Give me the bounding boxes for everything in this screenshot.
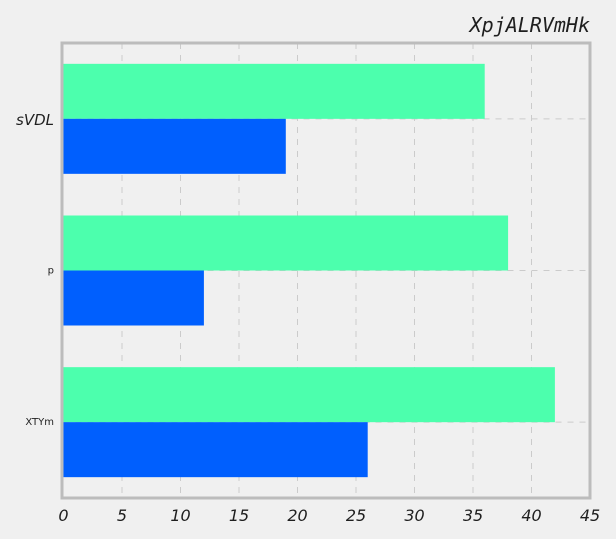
y-tick-label: p (48, 266, 54, 277)
chart-title: XpjALRVmHk (468, 13, 590, 37)
x-tick-label: 5 (117, 506, 127, 525)
x-tick-label: 15 (229, 506, 249, 525)
bar-p-series-2 (63, 270, 204, 326)
x-tick-label: 10 (170, 506, 190, 525)
bar-XTYm-series-1 (63, 367, 555, 423)
y-tick-label: sVDL (16, 111, 54, 129)
x-tick-label: 40 (521, 506, 541, 525)
bar-p-series-1 (63, 215, 509, 271)
bars-layer (63, 63, 555, 478)
x-tick-label: 25 (346, 506, 366, 525)
x-tick-label: 35 (463, 506, 483, 525)
bar-XTYm-series-2 (63, 422, 368, 478)
y-tick-label: XTYm (25, 417, 54, 428)
x-tick-label: 20 (287, 506, 307, 525)
y-tick-labels: sVDL p XTYm (16, 111, 54, 428)
x-tick-label: 45 (580, 506, 600, 525)
x-tick-labels: 0 5 10 15 20 25 30 35 40 45 (58, 506, 600, 525)
plot-frame (60, 41, 592, 500)
x-tick-label: 30 (404, 506, 424, 525)
bar-sVDL-series-2 (63, 118, 286, 174)
bar-sVDL-series-1 (63, 63, 485, 119)
x-tick-label: 0 (58, 506, 68, 525)
